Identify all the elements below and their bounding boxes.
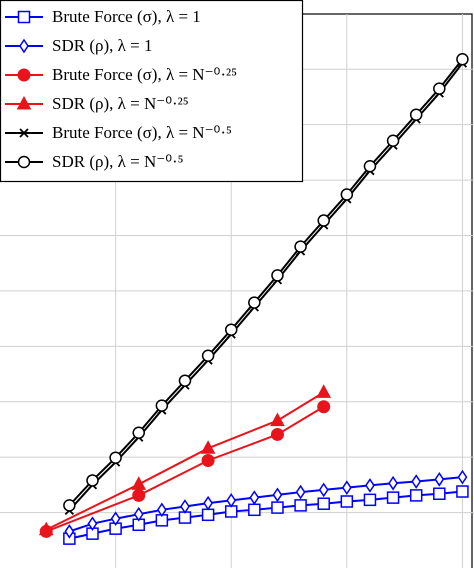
- marker: [63, 499, 76, 512]
- marker: [249, 490, 260, 505]
- marker: [386, 134, 400, 148]
- legend-label: SDR (ρ), λ = 1: [52, 36, 152, 55]
- legend-marker: [17, 10, 31, 24]
- legend-marker: [17, 155, 31, 169]
- marker: [271, 501, 284, 514]
- marker: [386, 491, 400, 504]
- marker: [363, 159, 377, 173]
- marker: [200, 440, 216, 454]
- marker: [133, 506, 144, 522]
- marker: [38, 521, 54, 536]
- marker: [87, 516, 98, 532]
- marker: [317, 497, 330, 510]
- marker: [456, 53, 469, 66]
- marker: [340, 188, 354, 201]
- legend-box: [0, 0, 304, 183]
- marker: [270, 412, 285, 427]
- marker: [248, 296, 261, 309]
- marker: [317, 400, 331, 414]
- marker: [271, 269, 284, 282]
- marker: [155, 399, 169, 412]
- marker: [363, 493, 377, 507]
- marker: [433, 82, 446, 95]
- marker: [294, 499, 307, 512]
- marker: [131, 476, 147, 490]
- marker: [109, 451, 122, 464]
- marker: [201, 349, 215, 363]
- series-line: [69, 476, 463, 533]
- marker: [340, 495, 354, 508]
- marker: [409, 108, 423, 121]
- marker: [433, 487, 446, 500]
- marker: [86, 474, 99, 487]
- marker: [317, 214, 330, 227]
- marker: [456, 485, 469, 498]
- marker: [294, 240, 307, 253]
- marker: [180, 499, 190, 514]
- legend-label: SDR (ρ), λ = N⁻⁰·²⁵: [52, 94, 189, 113]
- marker: [203, 495, 213, 511]
- marker: [224, 323, 238, 336]
- marker: [295, 484, 306, 500]
- legend-marker: [17, 68, 31, 82]
- marker: [156, 502, 167, 518]
- marker: [270, 427, 284, 441]
- marker: [248, 503, 261, 517]
- marker: [457, 469, 468, 485]
- marker: [409, 489, 423, 502]
- marker: [201, 453, 215, 467]
- legend: Brute Force (σ), λ = 1 SDR (ρ), λ = 1 Brut…: [0, 0, 304, 183]
- marker: [365, 478, 375, 493]
- marker: [64, 524, 75, 539]
- marker: [434, 471, 445, 487]
- legend-marker: [19, 128, 29, 138]
- marker: [316, 384, 332, 398]
- marker: [411, 474, 422, 489]
- marker: [110, 511, 121, 527]
- legend-marker: [16, 95, 32, 110]
- marker: [318, 482, 329, 498]
- legend-label: Brute Force (σ), λ = N⁻⁰·²⁵: [52, 65, 237, 84]
- marker: [341, 480, 352, 496]
- marker: [226, 493, 237, 508]
- marker: [132, 426, 145, 440]
- legend-label: Brute Force (σ), λ = N⁻⁰·⁵: [52, 123, 232, 142]
- marker: [388, 475, 398, 491]
- marker: [132, 488, 146, 502]
- legend-label: SDR (ρ), λ = N⁻⁰·⁵: [52, 152, 184, 171]
- marker: [178, 374, 192, 387]
- marker: [272, 487, 283, 503]
- series-lines: [38, 53, 469, 545]
- legend-marker: [19, 38, 29, 54]
- legend-label: Brute Force (σ), λ = 1: [52, 7, 201, 26]
- marker: [201, 508, 215, 522]
